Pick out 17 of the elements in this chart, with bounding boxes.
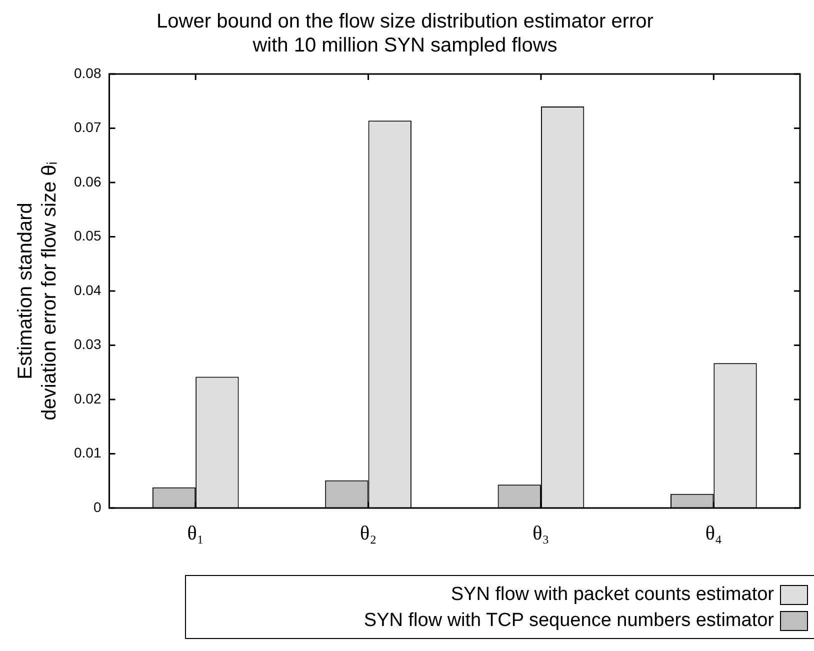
x-tick-label: θ₁: [187, 522, 204, 544]
chart-title: Lower bound on the flow size distribution estimator error with 10 million SYN sampled flows: [156, 10, 654, 57]
y-tick-label: 0.07: [74, 119, 102, 136]
legend-label: SYN flow with packet counts estimator: [450, 584, 774, 606]
y-tick-label: 0.08: [74, 64, 102, 81]
y-tick-label: 0.05: [74, 228, 102, 244]
y-tick-label: 0.02: [74, 390, 102, 406]
x-tick-label: θ₄: [705, 522, 722, 544]
y-tick-label: 0: [93, 498, 102, 515]
y-axis-title: Estimation standard deviation error for flow size θᵢ: [14, 162, 61, 420]
x-tick-label: θ₃: [532, 522, 550, 544]
y-tick-label: 0.06: [74, 173, 102, 190]
y-tick-label: 0.04: [74, 282, 102, 298]
legend-label: SYN flow with TCP sequence numbers estimator: [364, 610, 774, 632]
y-tick-label: 0.03: [74, 336, 102, 352]
y-tick-label: 0.01: [74, 444, 102, 461]
x-tick-label: θ₂: [360, 522, 377, 544]
